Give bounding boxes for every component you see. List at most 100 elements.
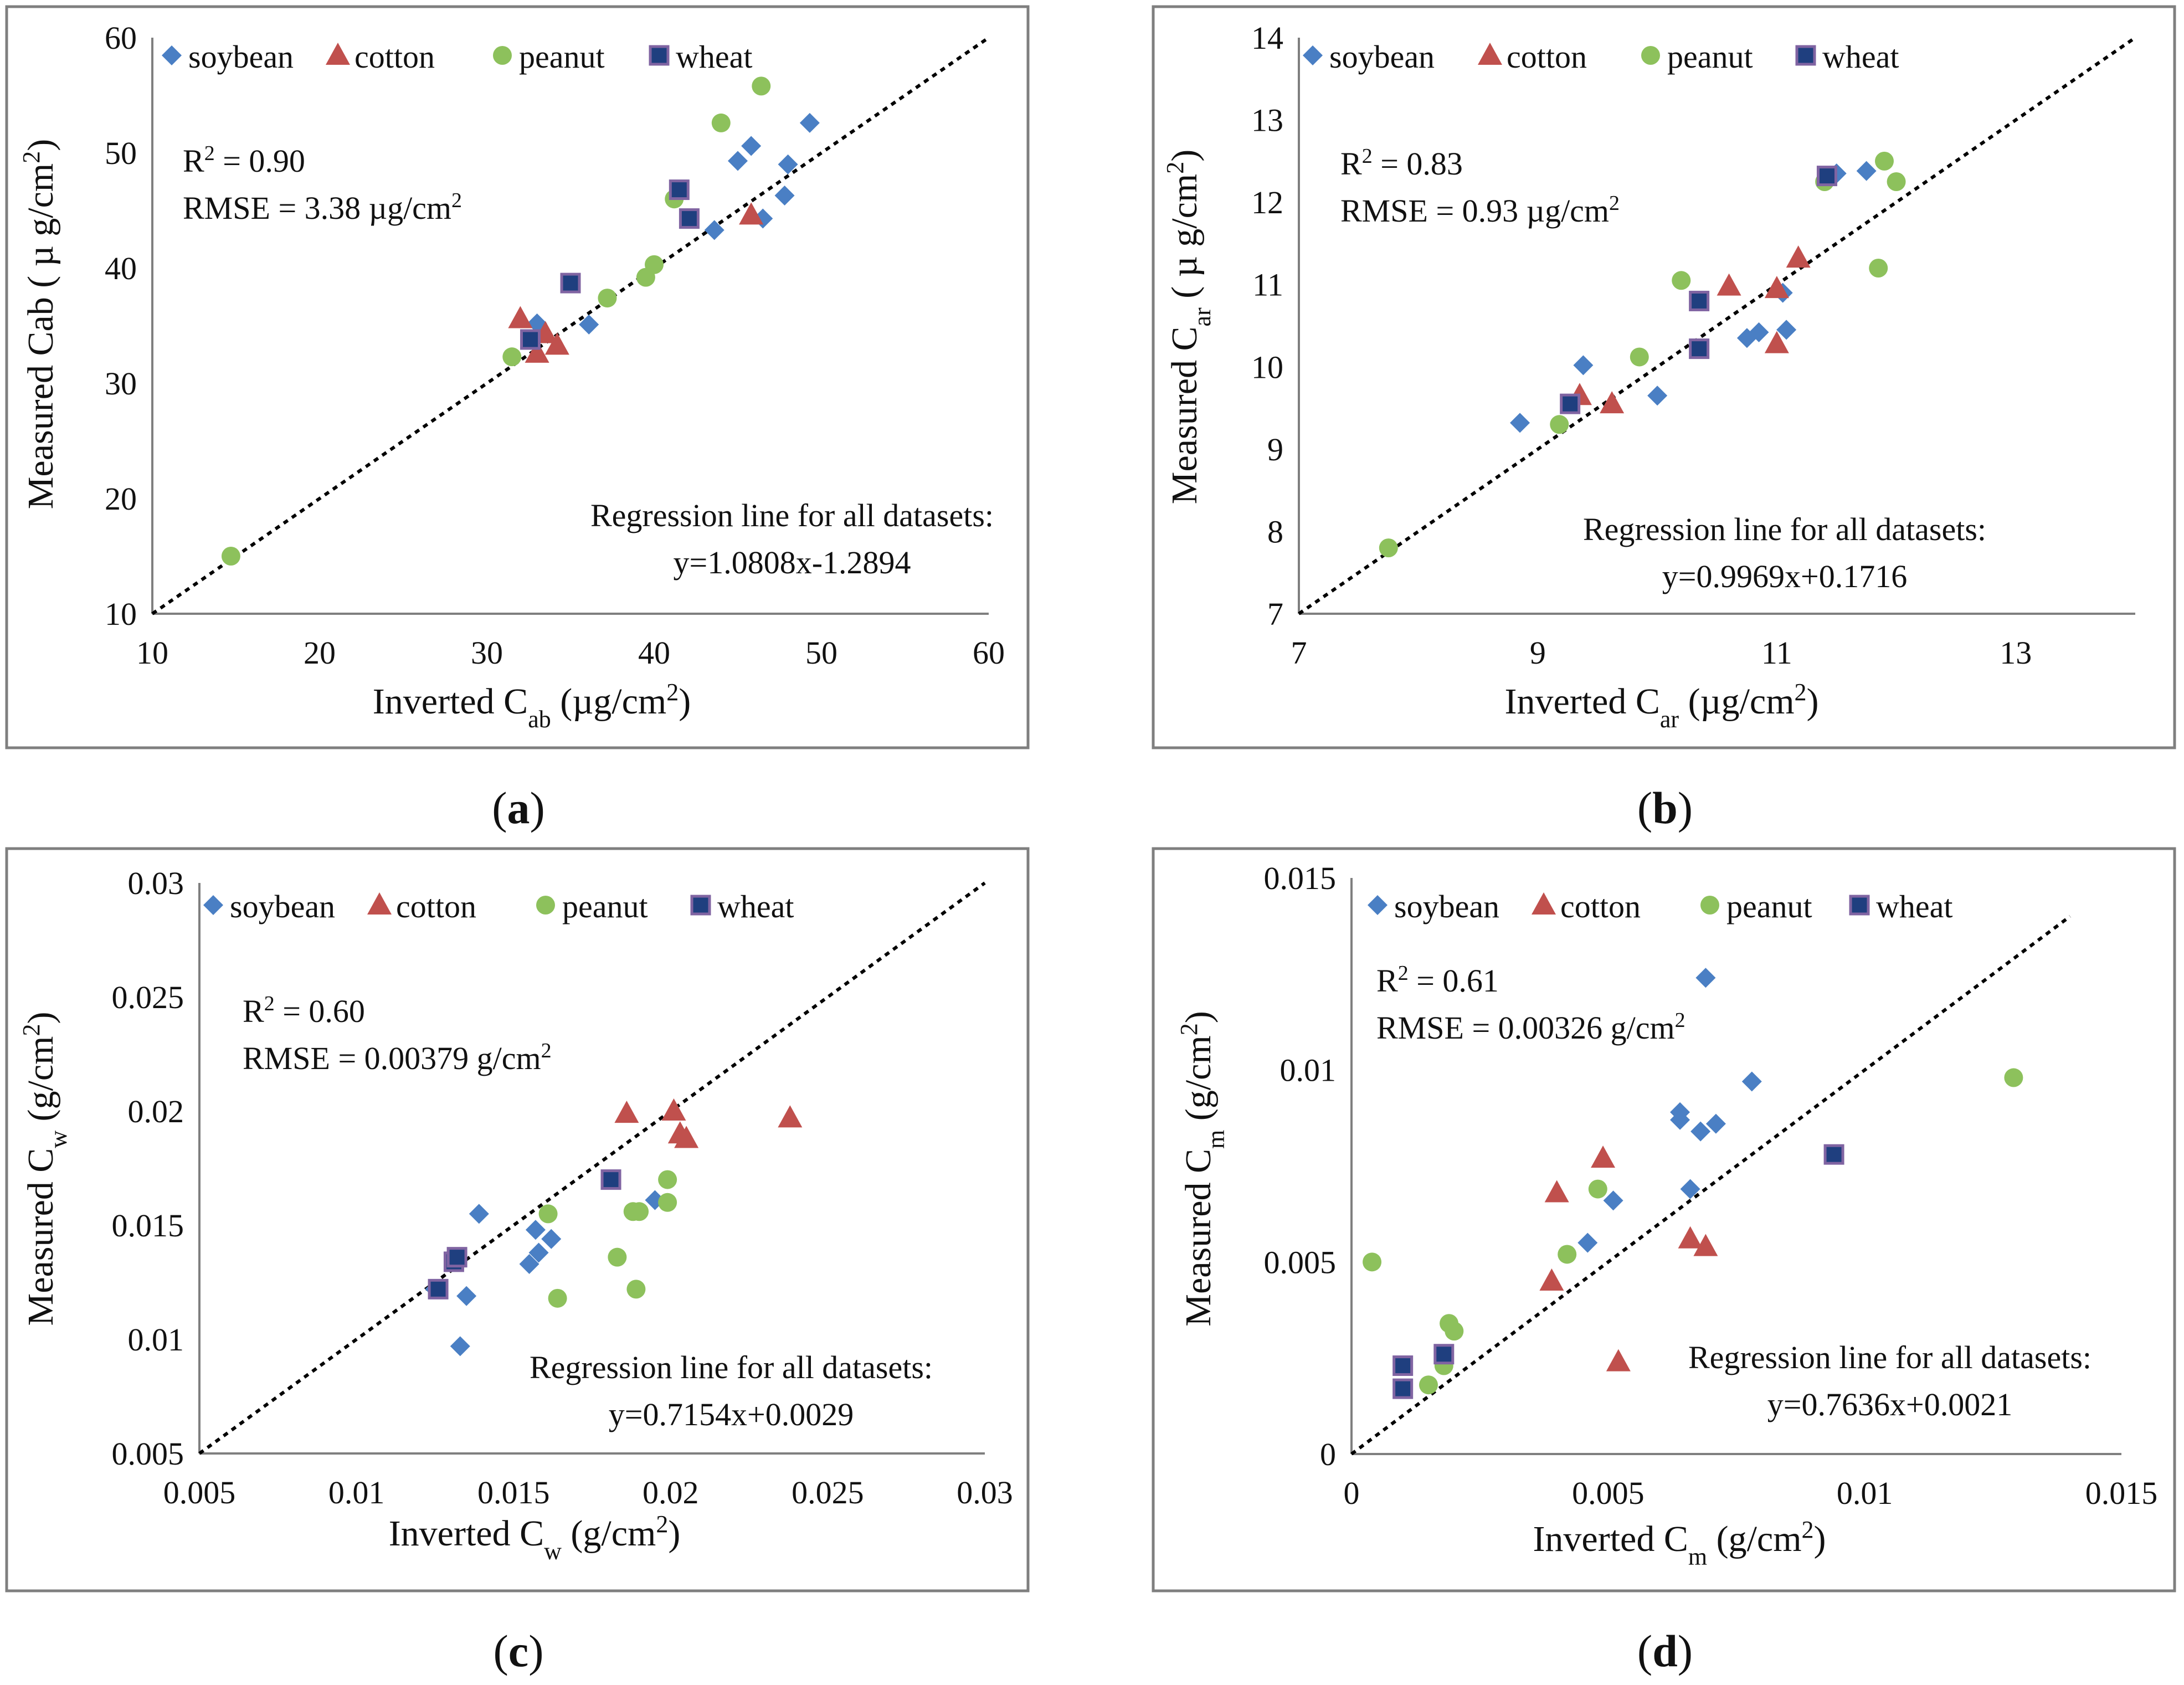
x-tick-label: 7: [1291, 635, 1307, 671]
soybean-point: [1705, 1113, 1726, 1134]
y-tick-label: 20: [105, 481, 137, 517]
cotton-point: [1693, 1234, 1718, 1256]
wheat-point: [560, 273, 581, 294]
x-tick-label: 0.015: [2085, 1475, 2158, 1511]
soybean-point: [1510, 413, 1530, 433]
chart-panel-a: 10 20 30 40 50 60 10 20 30 40 50 60 soybean cotton pea…: [5, 5, 1030, 749]
legend-cotton-label: cotton: [354, 39, 435, 75]
soybean-point: [1577, 1232, 1598, 1253]
legend-peanut-label: peanut: [1667, 39, 1753, 75]
peanut-point: [1869, 259, 1888, 278]
chart-panel-d: 0 0.005 0.01 0.015 0 0.005 0.01 0.015 soybean cot…: [1152, 847, 2176, 1592]
y-axis-label: Measured Car ( µ g/cm2): [1162, 150, 1216, 504]
regression-label: Regression line for all datasets:: [530, 1349, 933, 1385]
y-tick-label: 11: [1252, 267, 1283, 303]
y-axis-label: Measured Cw (g/cm2): [18, 1012, 72, 1326]
rmse-text: RMSE = 3.38 µg/cm2: [183, 189, 462, 226]
r-squared-text: R2 = 0.83: [1340, 145, 1463, 182]
soybean-point: [519, 1254, 539, 1275]
peanut-point: [538, 1204, 558, 1224]
cotton-point: [1717, 273, 1741, 296]
y-axis-label: Measured Cab ( µ g/cm2): [18, 139, 61, 510]
peanut-point: [1630, 347, 1649, 367]
soybean-point: [1690, 1121, 1711, 1142]
regression-equation: y=1.0808x-1.2894: [673, 544, 911, 580]
cotton-point: [661, 1098, 686, 1121]
y-tick-label: 0.01: [128, 1322, 184, 1358]
y-tick-label: 9: [1267, 431, 1283, 468]
wheat-point: [1816, 166, 1837, 187]
cotton-point: [674, 1126, 699, 1148]
peanut-point: [752, 76, 771, 96]
legend-wheat-label: wheat: [676, 39, 753, 75]
legend-soybean-icon: [1303, 45, 1323, 65]
y-tick-label: 0.01: [1280, 1052, 1337, 1088]
panel-label-d: (d): [1637, 1626, 1693, 1676]
peanut-point: [1875, 151, 1894, 171]
wheat-point: [600, 1169, 621, 1190]
peanut-point: [630, 1202, 649, 1221]
soybean-point: [525, 1220, 546, 1240]
wheat-point: [1560, 393, 1581, 414]
x-tick-label: 0.01: [1837, 1475, 1893, 1511]
cotton-point: [778, 1105, 803, 1128]
regression-label: Regression line for all datasets:: [590, 497, 994, 533]
soybean-point: [1647, 386, 1668, 406]
peanut-point: [1558, 1245, 1577, 1264]
cotton-point: [739, 202, 764, 225]
y-tick-label: 10: [1251, 349, 1283, 385]
wheat-point: [1689, 338, 1710, 359]
panel-frame: [5, 5, 1030, 749]
legend-cotton-icon: [367, 892, 392, 915]
panel-frame: [1152, 847, 2176, 1592]
x-tick-label: 40: [638, 635, 670, 671]
y-axis-label: Measured Cm (g/cm2): [1175, 1011, 1230, 1326]
x-tick-label: 20: [304, 635, 336, 671]
soybean-point: [704, 220, 724, 240]
peanut-point: [548, 1288, 567, 1308]
y-tick-label: 60: [105, 20, 137, 56]
wheat-point: [1392, 1355, 1414, 1376]
peanut-point: [658, 1193, 677, 1212]
legend-soybean-icon: [203, 895, 223, 915]
y-tick-label: 10: [105, 596, 137, 632]
wheat-point: [1433, 1344, 1455, 1365]
cotton-point: [508, 306, 533, 328]
y-tick-label: 14: [1251, 20, 1283, 56]
peanut-point: [1419, 1375, 1438, 1395]
peanut-point: [1379, 538, 1398, 558]
regression-line: [1350, 915, 2072, 1456]
peanut-point: [636, 268, 655, 287]
soybean-point: [1603, 1190, 1623, 1211]
panel-label-c: (c): [493, 1626, 544, 1676]
x-tick-label: 0.03: [957, 1475, 1013, 1511]
soybean-point: [469, 1204, 489, 1224]
soybean-point: [728, 151, 748, 171]
cotton-point: [1600, 391, 1625, 414]
soybean-point: [450, 1336, 470, 1357]
soybean-point: [528, 1242, 549, 1263]
rmse-text: RMSE = 0.00326 g/cm2: [1376, 1009, 1685, 1046]
x-tick-label: 0.02: [643, 1475, 699, 1511]
peanut-point: [626, 1280, 646, 1299]
legend-cotton-label: cotton: [1507, 39, 1587, 75]
peanut-point: [221, 547, 240, 566]
peanut-point: [608, 1247, 627, 1267]
cotton-point: [1591, 1145, 1616, 1168]
cotton-point: [1764, 276, 1789, 299]
cotton-point: [1606, 1349, 1631, 1371]
wheat-point: [446, 1247, 467, 1268]
legend-wheat-icon: [1849, 895, 1870, 916]
legend-cotton-label: cotton: [396, 888, 476, 924]
cotton-point: [525, 340, 549, 363]
wheat-point: [428, 1278, 449, 1299]
chart-panel-c: 0.005 0.01 0.015 0.02 0.025 0.03 0.005 0.01 0.01…: [5, 847, 1030, 1592]
peanut-point: [1588, 1179, 1607, 1199]
soybean-point: [1670, 1109, 1690, 1130]
rmse-text: RMSE = 0.93 µg/cm2: [1340, 192, 1620, 229]
chart-panel-b: 7 9 11 13 7 8 9 10 11 12 13 14 soybean cotton peanut wh…: [1152, 5, 2176, 749]
soybean-point: [1695, 968, 1716, 988]
r-squared-text: R2 = 0.90: [183, 142, 305, 179]
peanut-point: [658, 1170, 677, 1189]
cotton-point: [1786, 245, 1811, 268]
